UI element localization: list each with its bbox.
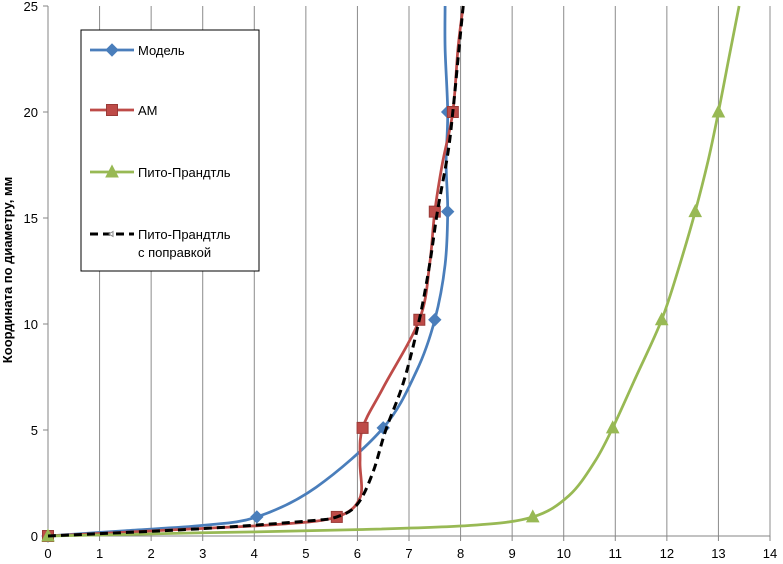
series-3 [41, 5, 741, 542]
data-point [250, 510, 264, 524]
y-tick-label: 25 [24, 0, 38, 14]
legend-label: Пито-Прандтль [138, 165, 231, 180]
x-tick-label: 6 [354, 546, 361, 561]
y-tick-label: 20 [24, 105, 38, 120]
x-tick-labels: 0 1 2 3 4 5 6 7 8 9 10 11 12 13 14 [44, 546, 777, 561]
data-point [654, 312, 669, 326]
x-tick-label: 9 [509, 546, 516, 561]
x-tick-label: 0 [44, 546, 51, 561]
data-point [428, 205, 441, 218]
x-tick-label: 8 [457, 546, 464, 561]
data-point [605, 420, 620, 434]
data-point [428, 313, 442, 327]
x-tick-label: 4 [251, 546, 258, 561]
legend-label: АМ [138, 103, 158, 118]
legend-label: Пито-Прандтль [138, 227, 231, 242]
x-tick-label: 10 [556, 546, 570, 561]
legend-label: с поправкой [138, 245, 211, 260]
y-tick-labels: 0 5 10 15 20 25 [24, 0, 38, 544]
data-point [688, 204, 703, 218]
legend-marker [105, 164, 119, 178]
series-line [47, 5, 450, 538]
legend-marker [106, 104, 118, 116]
y-axis-label: Координата по диаметру, мм [0, 177, 15, 363]
x-tick-label: 1 [96, 546, 103, 561]
series-4 [47, 5, 465, 538]
y-tick-label: 0 [31, 529, 38, 544]
data-point [711, 104, 726, 118]
series-group [41, 5, 741, 543]
x-tick-label: 14 [763, 546, 777, 561]
x-tick-label: 13 [711, 546, 725, 561]
x-tick-label: 2 [148, 546, 155, 561]
data-point [356, 421, 369, 434]
y-tick-label: 5 [31, 423, 38, 438]
x-tick-label: 7 [405, 546, 412, 561]
series-line [47, 5, 465, 538]
legend-box [80, 29, 260, 272]
y-tick-label: 10 [24, 317, 38, 332]
x-tick-label: 11 [609, 546, 623, 561]
legend-marker [108, 230, 114, 238]
x-tick-label: 5 [302, 546, 309, 561]
legend-marker [105, 43, 119, 57]
legend: Модель АМ Пито-Прандтль Пито-Прандтль с попр… [80, 29, 260, 272]
x-tick-label: 3 [199, 546, 206, 561]
x-tick-label: 12 [660, 546, 674, 561]
grid-lines [99, 6, 771, 536]
legend-label: Модель [138, 43, 185, 58]
y-tick-label: 15 [24, 211, 38, 226]
data-point [525, 509, 540, 523]
data-point [440, 204, 455, 219]
